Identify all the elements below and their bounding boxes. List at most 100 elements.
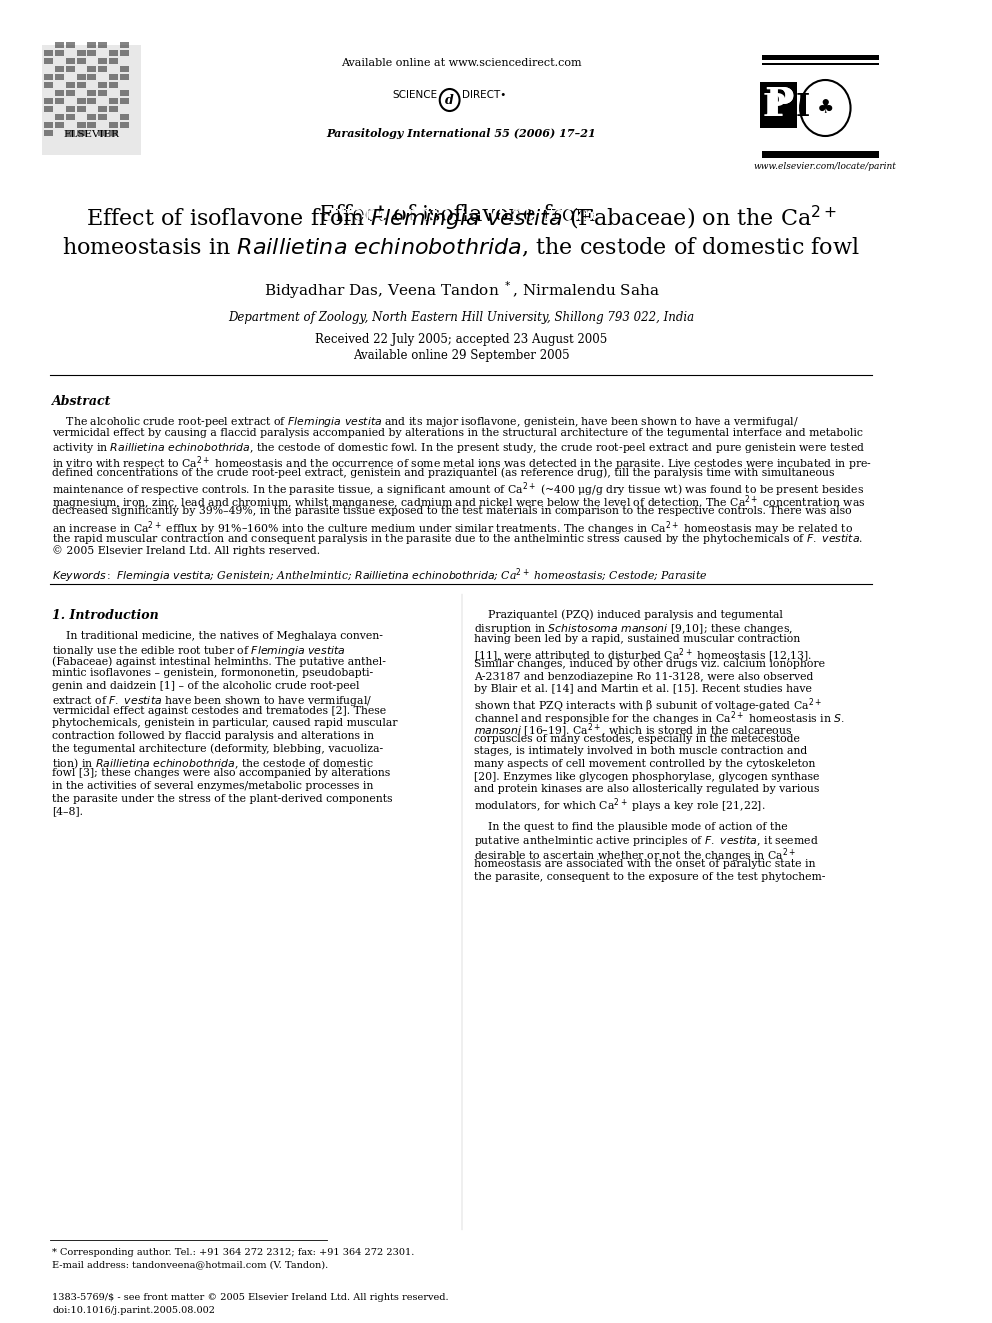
Text: $\it{Keywords:}$ $\it{Flemingia\ vestita}$; Genistein; Anthelmintic; $\it{Railli: $\it{Keywords:}$ $\it{Flemingia\ vestita… [53,566,708,585]
Text: modulators, for which Ca$^{2+}$ plays a key role [21,22].: modulators, for which Ca$^{2+}$ plays a … [474,796,766,815]
Bar [87,114,96,120]
Text: © 2005 Elsevier Ireland Ltd. All rights reserved.: © 2005 Elsevier Ireland Ltd. All rights … [53,545,320,556]
Bar [45,50,54,56]
Text: 1. Introduction: 1. Introduction [53,609,159,622]
Text: the rapid muscular contraction and consequent paralysis in the parasite due to t: the rapid muscular contraction and conse… [53,532,863,546]
Text: ELSEVIER: ELSEVIER [63,130,119,139]
Bar [55,98,64,105]
Text: the tegumental architecture (deformity, blebbing, vacuoliza-: the tegumental architecture (deformity, … [53,744,384,754]
Text: [20]. Enzymes like glycogen phosphorylase, glycogen synthase: [20]. Enzymes like glycogen phosphorylas… [474,771,819,782]
Text: extract of $\it{F.\ vestita}$ have been shown to have vermifugal/: extract of $\it{F.\ vestita}$ have been … [53,693,373,708]
Bar [45,130,54,136]
Bar [55,42,64,48]
Text: phytochemicals, genistein in particular, caused rapid muscular: phytochemicals, genistein in particular,… [53,718,398,729]
Bar [55,90,64,97]
Bar [65,42,74,48]
Text: Similar changes, induced by other drugs viz. calcium ionophore: Similar changes, induced by other drugs … [474,659,825,669]
Bar [109,50,118,56]
Text: (Fabaceae) against intestinal helminths. The putative anthel-: (Fabaceae) against intestinal helminths.… [53,656,386,667]
Bar [109,106,118,112]
Bar [98,90,107,97]
Text: genin and daidzein [1] – of the alcoholic crude root-peel: genin and daidzein [1] – of the alcoholi… [53,681,360,691]
Bar [55,122,64,128]
Text: channel and responsible for the changes in Ca$^{2+}$ homeostasis in $\it{S.}$: channel and responsible for the changes … [474,709,845,728]
Text: by Blair et al. [14] and Martin et al. [15]. Recent studies have: by Blair et al. [14] and Martin et al. [… [474,684,811,695]
Bar [762,153,879,157]
Text: decreased significantly by 39%–49%, in the parasite tissue exposed to the test m: decreased significantly by 39%–49%, in t… [53,505,852,516]
Bar [120,42,129,48]
Bar [65,114,74,120]
Text: Effect of isoflavone from $\it{Flemingia\ vestita}$ (Fabaceae) on the Ca$^{2+}$: Effect of isoflavone from $\it{Flemingia… [86,204,837,233]
Text: tion) in $\it{Raillietina\ echinobothrida}$, the cestode of domestic: tion) in $\it{Raillietina\ echinobothrid… [53,755,374,770]
Bar [109,74,118,79]
Text: having been led by a rapid, sustained muscular contraction: having been led by a rapid, sustained mu… [474,634,801,644]
Text: disruption in $\it{Schistosoma\ mansoni}$ [9,10]; these changes,: disruption in $\it{Schistosoma\ mansoni}… [474,622,794,635]
Bar [109,122,118,128]
Bar [98,58,107,64]
Bar [55,74,64,79]
Text: www.elsevier.com/locate/parint: www.elsevier.com/locate/parint [754,161,897,171]
Text: E-mail address: tandonveena@hotmail.com (V. Tandon).: E-mail address: tandonveena@hotmail.com … [53,1259,328,1269]
Text: corpuscles of many cestodes, especially in the metecestode: corpuscles of many cestodes, especially … [474,734,800,744]
Bar [98,114,107,120]
Bar [120,114,129,120]
Bar [76,130,85,136]
Bar [109,82,118,89]
Text: defined concentrations of the crude root-peel extract, genistein and praziquante: defined concentrations of the crude root… [53,467,835,478]
Bar [55,50,64,56]
Text: P: P [763,91,786,123]
Bar [87,98,96,105]
Text: and protein kinases are also allosterically regulated by various: and protein kinases are also allosterica… [474,785,819,794]
Bar [762,56,879,60]
Text: in vitro with respect to Ca$^{2+}$ homeostasis and the occurrence of some metal : in vitro with respect to Ca$^{2+}$ homeo… [53,454,872,472]
Text: the parasite under the stress of the plant-derived components: the parasite under the stress of the pla… [53,794,393,803]
Text: Bidyadhar Das, Veena Tandon $^*$, Nirmalendu Saha: Bidyadhar Das, Veena Tandon $^*$, Nirmal… [264,279,660,300]
Bar [65,58,74,64]
Text: P: P [764,86,794,124]
Bar [98,66,107,71]
Text: A-23187 and benzodiazepine Ro 11-3128, were also observed: A-23187 and benzodiazepine Ro 11-3128, w… [474,672,813,681]
Text: 1383-5769/$ - see front matter © 2005 Elsevier Ireland Ltd. All rights reserved.: 1383-5769/$ - see front matter © 2005 El… [53,1293,449,1302]
Bar [87,42,96,48]
Text: magnesium, iron, zinc, lead and chromium, whilst manganese, cadmium and nickel w: magnesium, iron, zinc, lead and chromium… [53,493,866,512]
Bar [76,82,85,89]
Text: [11], were attributed to disturbed Ca$^{2+}$ homeostasis [12,13].: [11], were attributed to disturbed Ca$^{… [474,647,812,664]
Bar [65,66,74,71]
Text: [4–8].: [4–8]. [53,806,83,816]
Text: vermicidal effect by causing a flaccid paralysis accompanied by alterations in t: vermicidal effect by causing a flaccid p… [53,429,863,438]
Text: mintic isoflavones – genistein, formononetin, pseudobapti-: mintic isoflavones – genistein, formonon… [53,668,373,679]
Bar [45,106,54,112]
Text: activity in $\it{Raillietina\ echinobothrida}$, the cestode of domestic fowl. In: activity in $\it{Raillietina\ echinoboth… [53,441,865,455]
Bar [65,130,74,136]
Text: the parasite, consequent to the exposure of the test phytochem-: the parasite, consequent to the exposure… [474,872,825,881]
Bar [120,98,129,105]
Text: The alcoholic crude root-peel extract of $\it{Flemingia\ vestita}$ and its major: The alcoholic crude root-peel extract of… [53,415,800,429]
Text: putative anthelmintic active principles of $\it{F.\ vestita}$, it seemed: putative anthelmintic active principles … [474,833,818,848]
Bar [762,64,879,65]
Text: shown that PZQ interacts with β subunit of voltage-gated Ca$^{2+}$: shown that PZQ interacts with β subunit … [474,696,822,716]
Bar [120,74,129,79]
Text: I: I [796,91,809,123]
Text: contraction followed by flaccid paralysis and alterations in: contraction followed by flaccid paralysi… [53,732,374,741]
Bar [120,122,129,128]
Bar [76,74,85,79]
Bar [65,106,74,112]
Text: in the activities of several enzymes/metabolic processes in: in the activities of several enzymes/met… [53,781,374,791]
Bar [55,66,64,71]
Text: fowl [3]; these changes were also accompanied by alterations: fowl [3]; these changes were also accomp… [53,769,391,778]
Bar [762,151,879,153]
Bar [65,90,74,97]
Text: In traditional medicine, the natives of Meghalaya conven-: In traditional medicine, the natives of … [53,631,383,642]
Text: Abstract: Abstract [53,396,112,407]
Text: maintenance of respective controls. In the parasite tissue, a significant amount: maintenance of respective controls. In t… [53,480,865,499]
Text: Available online 29 September 2005: Available online 29 September 2005 [353,348,569,361]
Text: $\it{mansoni}$ [16–19]. Ca$^{2+}$, which is stored in the calcareous: $\it{mansoni}$ [16–19]. Ca$^{2+}$, which… [474,721,792,740]
Bar [45,58,54,64]
Text: ♣: ♣ [816,99,834,116]
Text: Available online at www.sciencedirect.com: Available online at www.sciencedirect.co… [341,58,581,67]
Text: In the quest to find the plausible mode of action of the: In the quest to find the plausible mode … [474,822,788,831]
Bar [76,58,85,64]
Text: Effect of isoflavone from: Effect of isoflavone from [319,204,603,226]
Bar [45,122,54,128]
Bar [98,82,107,89]
